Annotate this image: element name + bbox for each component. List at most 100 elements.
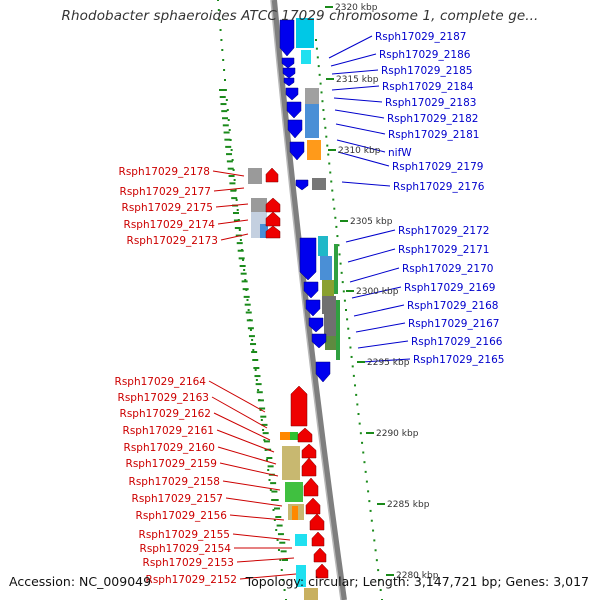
dot-right-outer bbox=[336, 235, 339, 238]
feature-block bbox=[248, 168, 262, 184]
dot-left-tick bbox=[261, 423, 268, 426]
dot-left-outer bbox=[263, 439, 266, 441]
dot-right-outer bbox=[339, 262, 342, 265]
reverse-label-leader bbox=[236, 557, 295, 563]
forward-gene-arrow bbox=[303, 281, 319, 299]
dot-right-outer bbox=[379, 589, 382, 592]
forward-gene-label: Rsph17029_2187 bbox=[375, 31, 466, 43]
forward-gene-label: Rsph17029_2165 bbox=[413, 354, 504, 366]
feature-block bbox=[280, 432, 290, 440]
feature-tracks bbox=[248, 18, 340, 600]
dot-left-tick bbox=[271, 490, 278, 493]
dot-left-tick bbox=[221, 110, 228, 113]
dot-left-tick bbox=[243, 295, 250, 298]
dot-left-outer bbox=[220, 39, 223, 41]
dot-right-outer bbox=[328, 162, 331, 165]
dot-right-outer bbox=[319, 82, 322, 85]
dot-left-outer bbox=[265, 459, 268, 461]
forward-gene-label: Rsph17029_2168 bbox=[407, 300, 498, 312]
dot-left-tick bbox=[244, 303, 251, 306]
dot-left-tick bbox=[251, 351, 258, 354]
dot-left-outer bbox=[267, 469, 270, 471]
reverse-gene-label: Rsph17029_2177 bbox=[120, 186, 211, 198]
forward-gene-arrow bbox=[295, 179, 309, 191]
dot-right-outer bbox=[320, 91, 323, 94]
dot-right-outer bbox=[315, 47, 318, 50]
reverse-gene-arrow bbox=[311, 531, 325, 547]
reverse-gene-arrow bbox=[297, 427, 313, 443]
forward-label-leader bbox=[353, 304, 405, 317]
forward-gene-arrow bbox=[282, 67, 296, 79]
reverse-label-leader bbox=[213, 187, 245, 192]
dot-right-outer bbox=[334, 216, 337, 219]
gene-labels: Rsph17029_2187 Rsph17029_2186 Rsph17029_21… bbox=[115, 31, 505, 586]
dot-left-tick bbox=[223, 131, 230, 134]
dot-left-outer bbox=[251, 339, 254, 341]
dot-left-outer bbox=[268, 479, 271, 481]
dot-left-outer bbox=[280, 569, 283, 571]
reverse-gene-label: Rsph17029_2173 bbox=[127, 235, 218, 247]
dot-right-outer bbox=[348, 337, 351, 340]
dot-left-tick bbox=[270, 482, 277, 485]
forward-label-leader bbox=[351, 286, 402, 299]
dot-left-outer bbox=[236, 209, 239, 211]
dot-left-tick bbox=[219, 89, 225, 91]
feature-block bbox=[296, 565, 306, 587]
forward-gene-label: Rsph17029_2183 bbox=[385, 97, 476, 109]
reverse-gene-label: Rsph17029_2155 bbox=[139, 529, 230, 541]
dot-left-tick bbox=[279, 541, 286, 544]
dot-right-outer bbox=[329, 171, 332, 174]
dot-left-tick bbox=[229, 182, 236, 185]
dot-left-outer bbox=[217, 9, 220, 11]
dot-left-outer bbox=[235, 199, 238, 201]
dot-left-tick bbox=[263, 440, 270, 443]
dot-left-tick bbox=[260, 415, 267, 418]
dot-right-outer bbox=[316, 56, 319, 59]
feature-block bbox=[322, 296, 336, 314]
dot-right-outer bbox=[321, 100, 324, 103]
dot-right-outer bbox=[363, 461, 366, 464]
feature-block bbox=[285, 482, 303, 502]
ruler-tick-label: 2310 kbp bbox=[338, 146, 381, 156]
dot-right-outer bbox=[324, 126, 327, 129]
dot-left-tick bbox=[254, 375, 261, 378]
dot-left-tick bbox=[222, 124, 229, 127]
feature-block bbox=[296, 18, 314, 48]
forward-label-leader bbox=[334, 109, 385, 119]
dot-right-outer bbox=[358, 422, 361, 425]
reverse-gene-arrow bbox=[265, 197, 281, 213]
reverse-label-leader bbox=[239, 573, 297, 580]
dot-left-tick bbox=[245, 311, 252, 314]
reverse-label-leader bbox=[232, 533, 291, 541]
forward-label-leader bbox=[355, 322, 406, 333]
dot-right-outer bbox=[349, 346, 352, 349]
dot-left-outer bbox=[228, 129, 231, 131]
dot-right-outer bbox=[331, 189, 334, 192]
forward-gene-arrow bbox=[283, 77, 295, 87]
dot-right-outer bbox=[373, 539, 376, 542]
reverse-gene-label: Rsph17029_2164 bbox=[115, 376, 207, 388]
ruler-tick-label: 2320 kbp bbox=[335, 3, 378, 13]
dot-left-outer bbox=[276, 539, 279, 541]
dot-left-outer bbox=[233, 179, 236, 181]
forward-label-leader bbox=[361, 358, 411, 363]
feature-block bbox=[334, 244, 338, 294]
dot-left-outer bbox=[223, 79, 226, 81]
dot-left-outer bbox=[226, 109, 229, 111]
dot-left-outer bbox=[232, 169, 235, 171]
feature-block bbox=[292, 506, 298, 520]
dot-right-outer bbox=[318, 73, 321, 76]
ruler-tick-label: 2305 kbp bbox=[350, 217, 393, 227]
dot-left-tick bbox=[250, 343, 257, 346]
forward-gene-arrow bbox=[281, 57, 295, 69]
forward-gene-label: Rsph17029_2167 bbox=[408, 318, 499, 330]
dot-left-tick bbox=[259, 407, 266, 410]
dot-left-outer bbox=[223, 69, 226, 71]
dot-left-outer bbox=[221, 49, 224, 51]
reverse-label-leader bbox=[216, 429, 275, 453]
ruler-tick-label: 2300 kbp bbox=[356, 287, 399, 297]
reverse-gene-arrow bbox=[303, 477, 319, 497]
dot-left-tick bbox=[257, 399, 264, 402]
reverse-label-leader bbox=[229, 514, 285, 521]
